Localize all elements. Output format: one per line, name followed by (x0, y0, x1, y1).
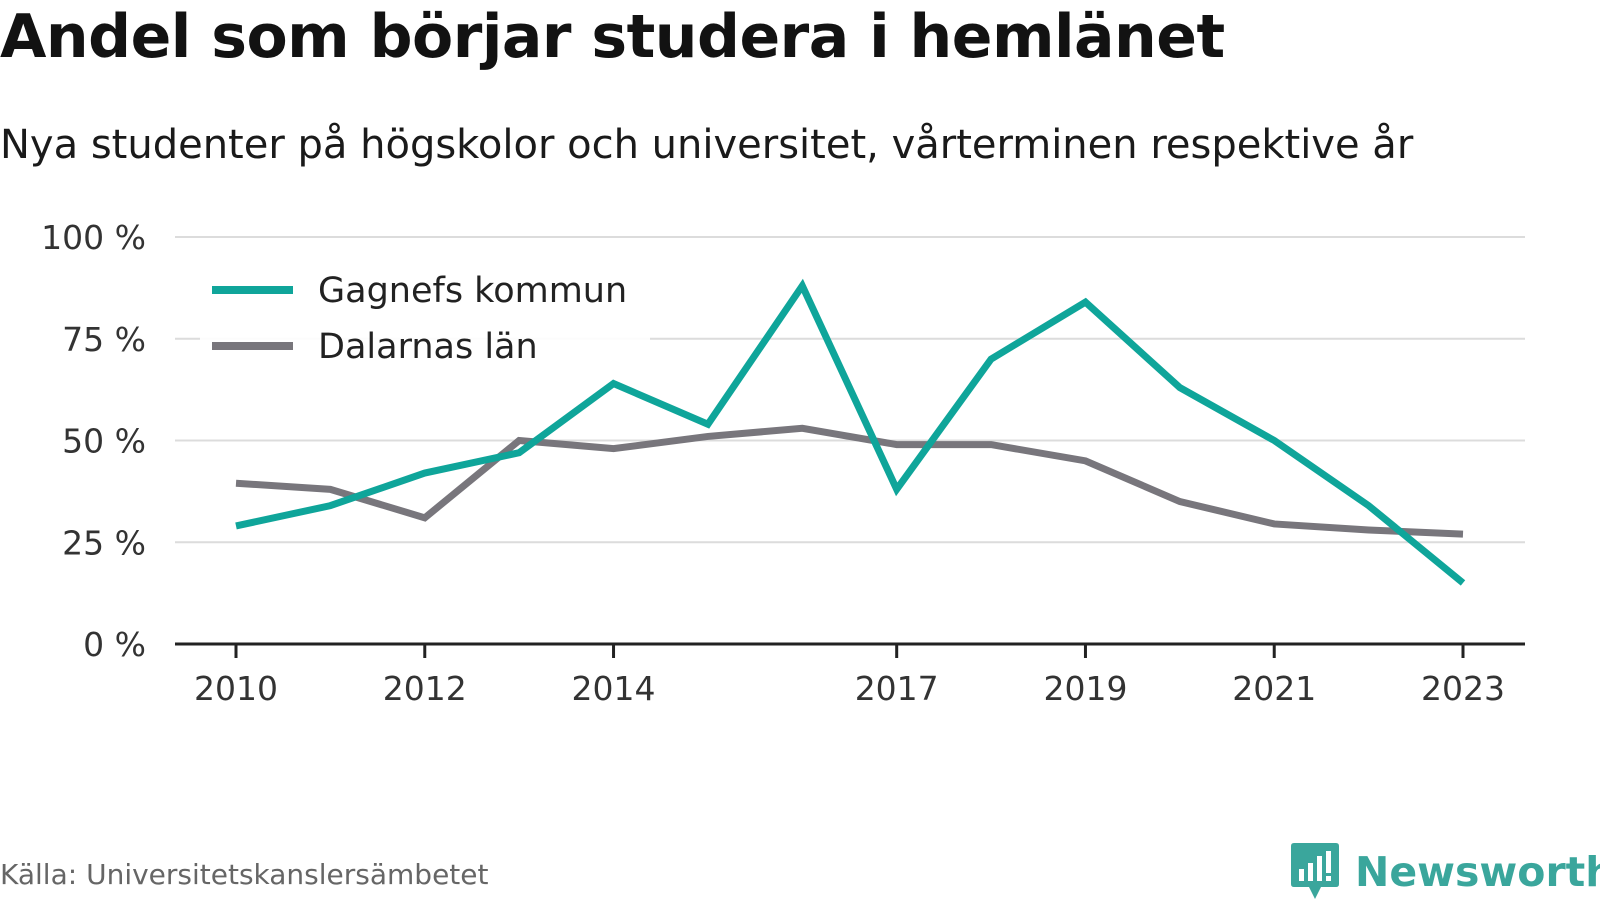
x-tick-label: 2021 (1232, 669, 1316, 708)
grid-lines: 0 % 25 % 50 % 75 % 100 % (41, 218, 1525, 664)
x-tick-label: 2010 (194, 669, 278, 708)
source-note: Källa: Universitetskanslersämbetet (0, 858, 489, 891)
series-line-0 (235, 278, 1466, 586)
x-tick-label: 2019 (1043, 669, 1127, 708)
brand-name: Newsworthy (1355, 848, 1600, 896)
line-chart: 0 %25 %50 %75 %100 % 2010 2012 2014 2017 201… (41, 218, 1525, 708)
legend-label: Gagnefs kommun (318, 271, 627, 311)
x-tick-label: 2017 (855, 669, 939, 708)
brand-logo-group: Newsworthy (1291, 843, 1600, 901)
y-tick-label: 25 % (62, 523, 146, 562)
y-tick-label: 50 % (62, 422, 146, 461)
legend: Gagnefs kommun Dalarnas län (200, 262, 650, 374)
newsworthy-logo-icon (1291, 843, 1339, 899)
chart-title: Andel som börjar studera i hemlänet (0, 2, 1225, 72)
legend-background (200, 262, 650, 374)
chart-subtitle: Nya studenter på högskolor och universit… (0, 122, 1414, 168)
x-tick-label: 2012 (383, 669, 467, 708)
x-axis: 2010 2012 2014 2017 2019 2021 2023 (175, 642, 1525, 708)
series-lines (235, 278, 1466, 586)
series-line-1 (235, 424, 1464, 538)
x-tick-label: 2023 (1421, 669, 1505, 708)
y-tick-label: 100 % (41, 218, 146, 257)
y-tick-label: 0 % (83, 625, 146, 664)
y-tick-label: 75 % (62, 320, 146, 359)
x-tick-label: 2014 (572, 669, 656, 708)
legend-label: Dalarnas län (318, 327, 538, 367)
